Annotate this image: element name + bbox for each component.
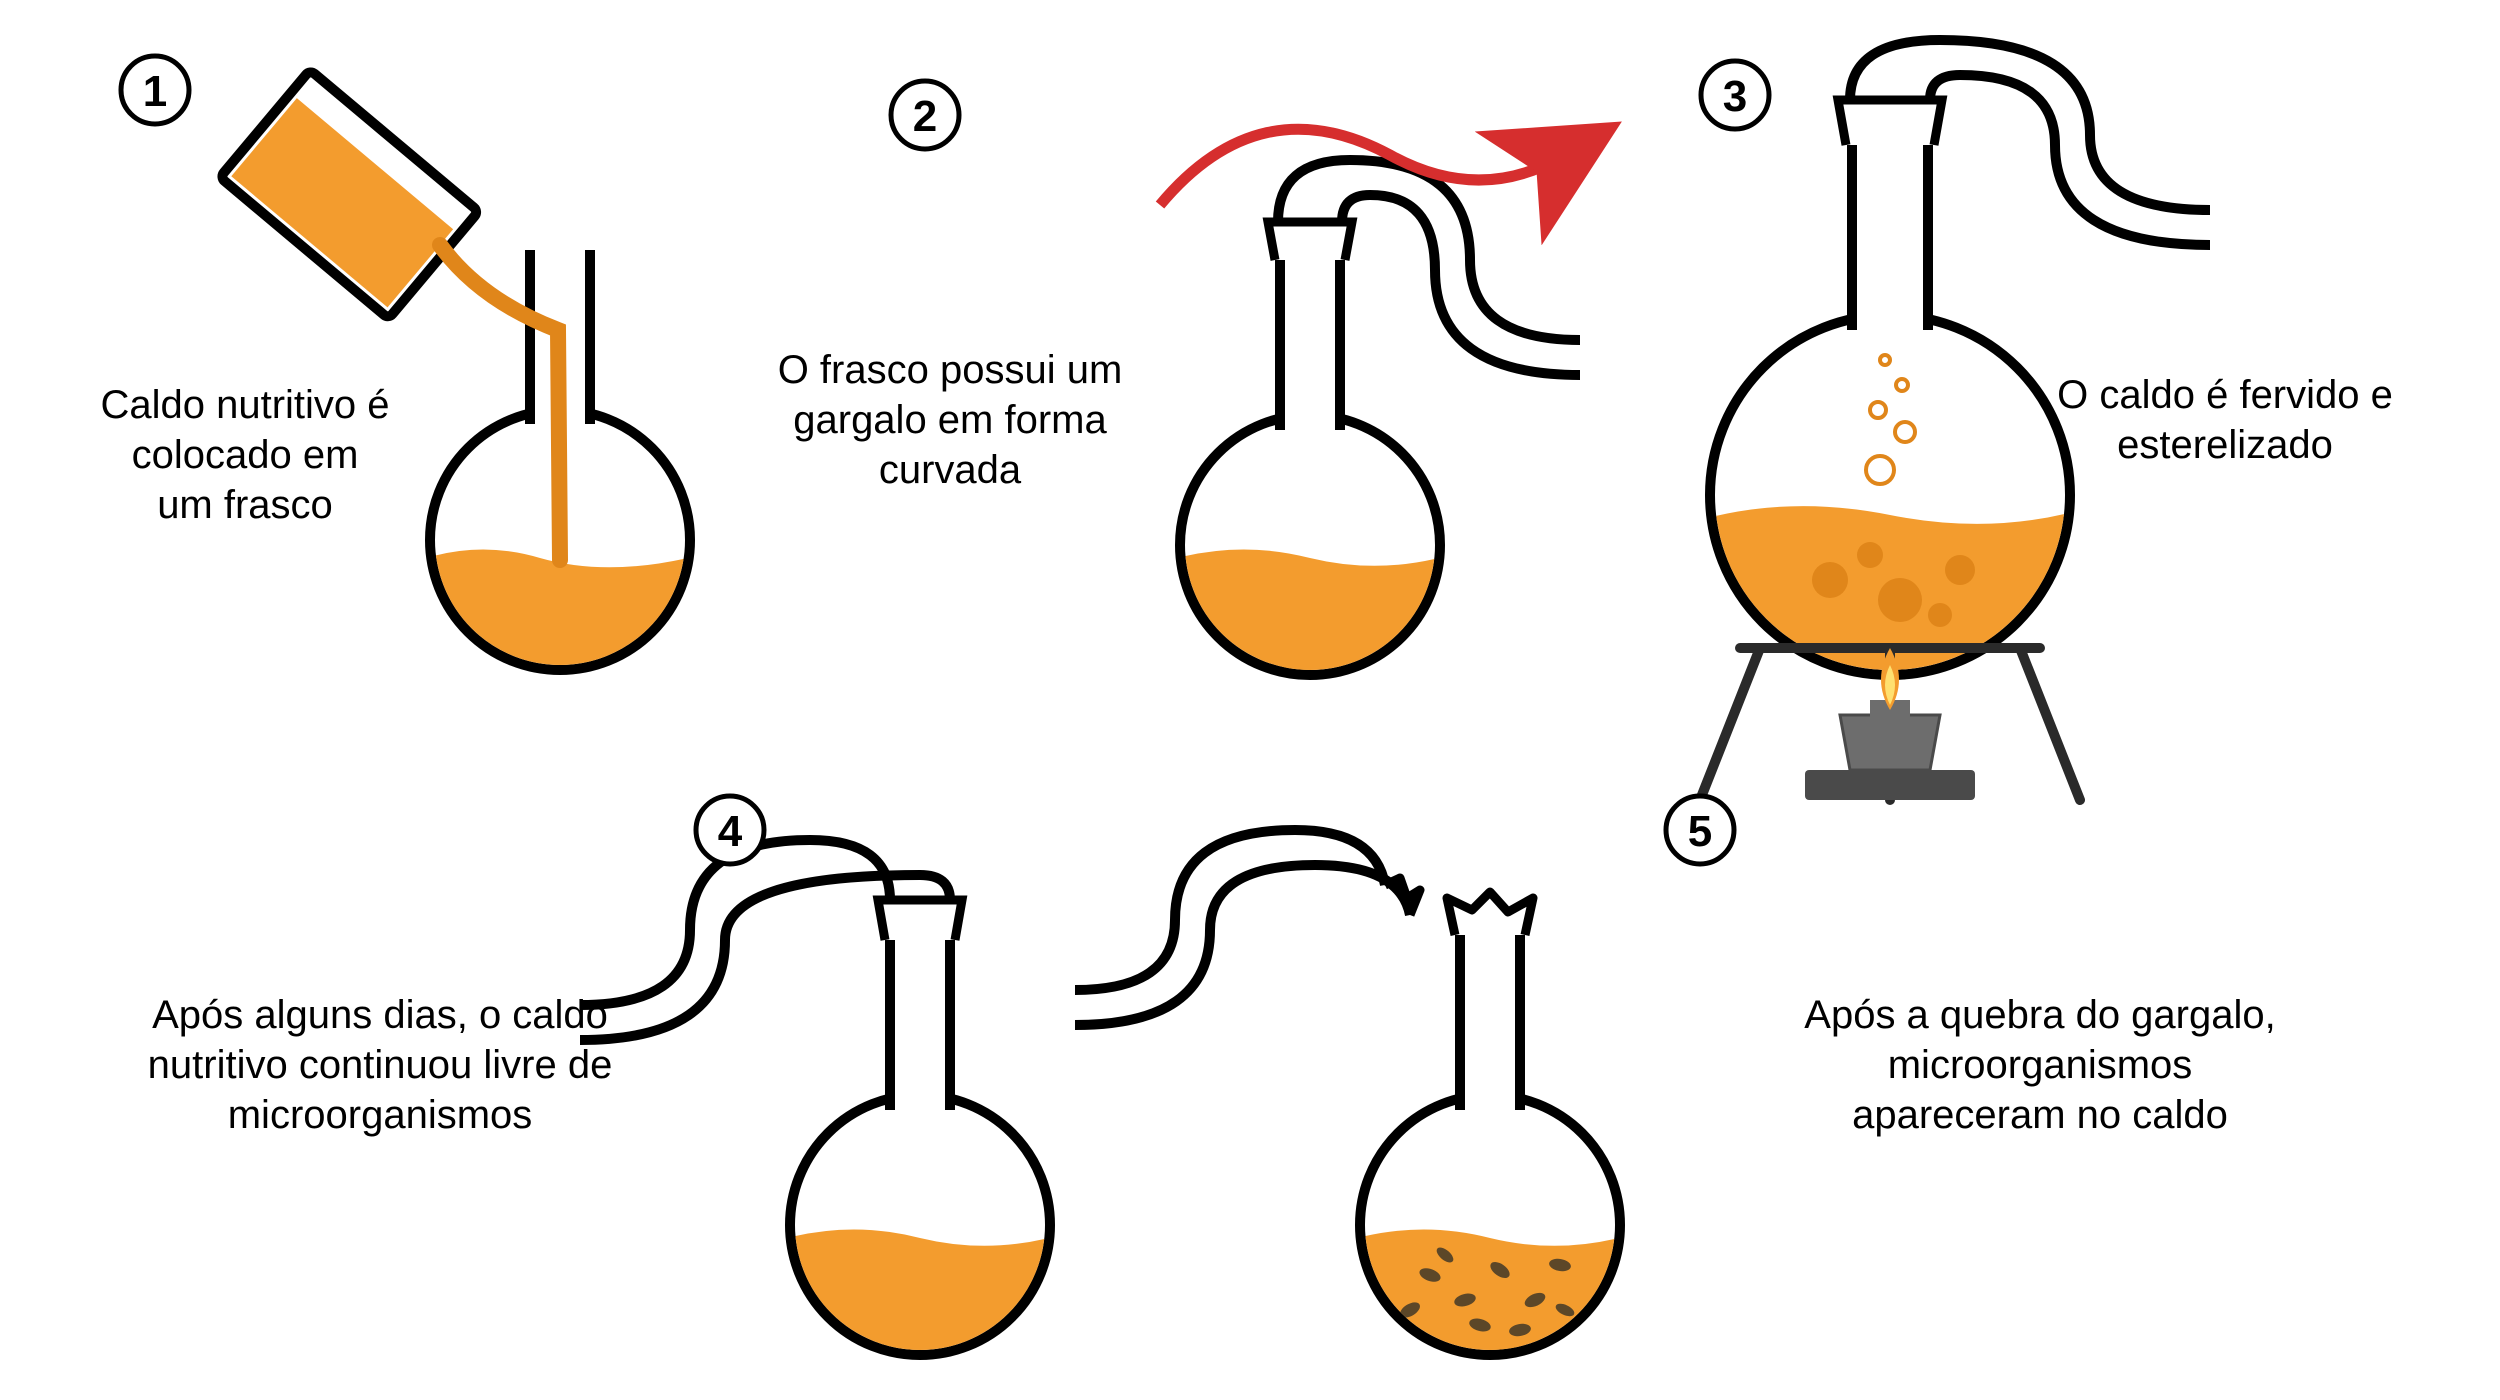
caption-1: Caldo nutritivo écolocado emum frasco <box>35 380 455 530</box>
step-5 <box>1075 830 1630 1380</box>
caption-3: O caldo é fervido eesterelizado <box>2010 370 2440 470</box>
step-2 <box>1160 129 1580 700</box>
badge-1: 1 <box>121 56 189 124</box>
bunsen-burner <box>1805 648 1975 800</box>
caption-5: Após a quebra do gargalo,microorganismos… <box>1760 990 2320 1140</box>
svg-text:2: 2 <box>913 92 937 141</box>
diagram-canvas: 1 2 3 4 5 <box>0 0 2500 1400</box>
badge-5: 5 <box>1666 796 1734 864</box>
badge-3: 3 <box>1701 61 1769 129</box>
svg-text:3: 3 <box>1723 72 1747 121</box>
badge-2: 2 <box>891 81 959 149</box>
caption-2: O frasco possui umgargalo em formacurvad… <box>720 345 1180 495</box>
svg-text:4: 4 <box>718 807 743 856</box>
caption-4: Após alguns dias, o caldonutritivo conti… <box>85 990 675 1140</box>
badge-4: 4 <box>696 796 764 864</box>
svg-text:1: 1 <box>143 67 167 116</box>
svg-text:5: 5 <box>1688 807 1712 856</box>
